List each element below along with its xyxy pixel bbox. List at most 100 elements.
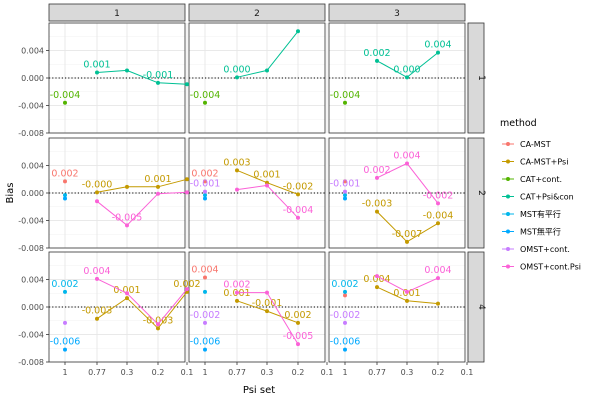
series-CAT+cont.: -0.004 — [330, 90, 360, 105]
data-point — [95, 199, 99, 204]
y-axis-title: Bias — [5, 183, 16, 204]
data-label: 0.000 — [393, 64, 420, 75]
data-label: -0.000 — [82, 179, 113, 190]
x-tick-label: 0.3 — [261, 368, 274, 377]
column-strip-bg — [48, 3, 186, 22]
series-CA-MST+Psi: -0.000 0.001 — [82, 174, 189, 195]
data-label: -0.007 — [392, 229, 423, 240]
x-tick-label: 0.2 — [432, 368, 445, 377]
data-label: 0.002 — [284, 310, 311, 321]
row-strip-bg — [467, 22, 485, 134]
data-point — [405, 298, 409, 303]
y-tick-label: 0.000 — [21, 74, 44, 83]
legend-label: CA-MST+Psi — [520, 158, 568, 167]
row-strip-label: 1 — [476, 75, 486, 81]
data-label: 0.002 — [51, 168, 78, 179]
data-point — [63, 196, 67, 201]
panel-data: -0.004 0.001 -0.001 — [50, 60, 189, 105]
legend-item: CAT+Psi&con — [502, 193, 574, 202]
series-MST有平行 — [203, 289, 207, 294]
data-label: 0.004 — [424, 40, 451, 51]
y-tick-label: 0.004 — [21, 47, 44, 56]
data-label: -0.004 — [190, 90, 221, 101]
series-CAT+Psi&con: 0.001 -0.001 — [83, 60, 189, 87]
data-point — [296, 320, 300, 325]
data-point — [296, 342, 300, 347]
x-tick-label: 0.77 — [88, 368, 106, 377]
series-MST有平行: 0.002 — [51, 279, 79, 294]
x-tick-label: 0.77 — [228, 368, 246, 377]
y-tick-label: 0.004 — [21, 276, 44, 285]
series-MST無平行 — [343, 196, 347, 201]
column-strip: 3 — [328, 3, 466, 22]
data-point — [296, 215, 300, 220]
legend-item: MST有平行 — [502, 209, 561, 219]
data-label: 0.004 — [191, 264, 218, 275]
data-point — [265, 290, 269, 295]
legend-label: OMST+cont. — [520, 245, 570, 254]
panel-border — [328, 251, 466, 363]
data-point — [156, 191, 160, 196]
legend-title: method — [500, 118, 537, 129]
legend-item: OMST+cont.Psi — [502, 263, 581, 272]
data-point — [343, 293, 347, 298]
legend-key-point — [506, 159, 510, 164]
data-point — [265, 309, 269, 314]
legend-key-point — [506, 229, 510, 234]
data-label: -0.002 — [190, 310, 221, 321]
legend-label: CAT+Psi&con — [520, 193, 574, 202]
data-label: -0.003 — [143, 315, 174, 326]
data-point — [296, 29, 300, 34]
y-tick-label: -0.004 — [18, 102, 44, 111]
series-OMST+cont.: -0.001 — [190, 179, 220, 194]
data-point — [296, 192, 300, 197]
data-label: 0.001 — [253, 170, 280, 181]
legend-item: OMST+cont. — [502, 245, 570, 254]
row-strip-bg — [467, 251, 485, 363]
data-point — [185, 190, 189, 195]
row-strip-bg — [467, 137, 485, 249]
data-point — [235, 168, 239, 173]
row-strip: 2 — [467, 137, 486, 249]
data-point — [405, 161, 409, 166]
data-point — [405, 289, 409, 294]
data-label: -0.002 — [330, 310, 361, 321]
panel-data: 0.0040.001-0.0010.002-0.006-0.0020.002-0… — [190, 264, 313, 352]
data-label: -0.001 — [330, 179, 361, 190]
data-point — [156, 184, 160, 189]
data-point — [375, 274, 379, 279]
legend-key-point — [506, 142, 510, 146]
legend-item: MST無平行 — [502, 227, 561, 237]
data-point — [156, 322, 160, 327]
x-tick-label: 0.3 — [121, 368, 134, 377]
legend-item: CAT+cont. — [502, 175, 562, 184]
data-point — [125, 184, 129, 189]
data-point — [436, 50, 440, 55]
data-label: 0.000 — [223, 64, 250, 75]
data-label: 0.002 — [331, 279, 358, 290]
legend-key-point — [506, 264, 510, 269]
y-tick-label: -0.008 — [18, 244, 44, 253]
legend-label: MST無平行 — [520, 227, 561, 237]
column-strip-label: 3 — [394, 9, 400, 19]
y-tick-label: -0.004 — [18, 331, 44, 340]
series-MST有平行: 0.002 — [331, 279, 359, 294]
legend-item: CA-MST+Psi — [502, 158, 568, 167]
legend-key-point — [506, 194, 510, 199]
data-point — [235, 75, 239, 80]
data-point — [343, 289, 347, 294]
series-OMST+cont.: -0.001 — [330, 179, 361, 194]
data-point — [375, 58, 379, 63]
data-point — [125, 291, 129, 296]
series-CA-MST: 0.004 — [191, 264, 219, 280]
data-label: 0.003 — [223, 157, 250, 168]
data-point — [265, 183, 269, 188]
y-tick-label: -0.008 — [18, 358, 44, 367]
series-OMST+cont.: -0.002 — [190, 310, 221, 325]
data-point — [436, 276, 440, 281]
series-OMST+cont.Psi: -0.005 — [95, 190, 189, 228]
data-point — [343, 179, 347, 184]
